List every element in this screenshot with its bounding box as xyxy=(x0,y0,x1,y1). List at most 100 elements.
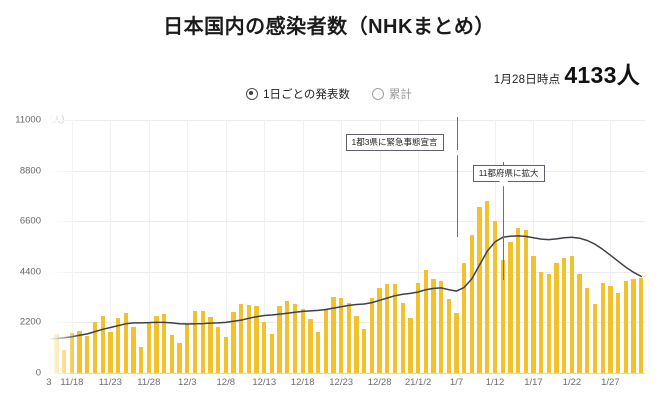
bar xyxy=(277,306,282,373)
bar xyxy=(392,284,398,373)
bar xyxy=(177,343,182,373)
bar xyxy=(492,221,498,373)
bar xyxy=(362,329,367,373)
vertical-gridline xyxy=(187,120,189,373)
bar xyxy=(308,318,313,373)
bar xyxy=(454,313,459,373)
x-axis-tick-label: 11/28 xyxy=(137,377,161,388)
x-axis-tick-label: 1/17 xyxy=(524,377,543,388)
bar xyxy=(469,235,475,373)
gridline xyxy=(45,170,645,172)
bar xyxy=(208,317,213,373)
bar xyxy=(531,255,536,373)
annotation-callout: 1都3県に緊急事態宣言 xyxy=(345,134,463,156)
bar xyxy=(408,317,413,373)
bar xyxy=(615,292,621,373)
x-axis-tick-label: 3 xyxy=(46,377,52,388)
bar xyxy=(508,241,513,373)
as-of-value: 4133人 xyxy=(564,62,640,88)
x-axis-tick-label: 11/18 xyxy=(60,377,84,388)
gridline xyxy=(45,221,645,223)
gridline xyxy=(45,120,645,121)
gridline xyxy=(45,373,645,374)
bar xyxy=(185,322,190,373)
bar xyxy=(546,274,551,373)
bar xyxy=(585,287,590,373)
radio-cumulative[interactable]: 累計 xyxy=(371,86,412,102)
bar xyxy=(131,327,136,373)
x-axis-tick-label: 12/8 xyxy=(216,377,236,388)
bar xyxy=(377,287,382,373)
annotation-callout: 11都府県に拡大 xyxy=(472,165,545,187)
x-axis-tick-label: 12/18 xyxy=(290,377,315,388)
radio-unselected-icon[interactable] xyxy=(371,88,384,100)
radio-daily-cases[interactable]: 1日ごとの発表数 xyxy=(246,86,350,102)
bar xyxy=(200,310,205,373)
bar xyxy=(300,308,305,373)
gridline xyxy=(45,271,645,273)
y-axis-tick-label: 8800 xyxy=(19,165,41,177)
x-axis-tick-label: 1/27 xyxy=(601,377,620,388)
bar xyxy=(339,297,344,373)
vertical-gridline xyxy=(533,120,535,373)
bar xyxy=(539,271,544,373)
bar xyxy=(154,315,159,373)
bar xyxy=(477,207,482,373)
bar xyxy=(92,322,98,373)
y-axis-tick-label: 0 xyxy=(35,367,41,379)
radio-daily-cases-label: 1日ごとの発表数 xyxy=(263,89,350,101)
bar xyxy=(600,283,605,373)
bar xyxy=(515,228,521,373)
bar xyxy=(623,281,628,373)
x-axis-tick-label: 11/23 xyxy=(98,377,122,388)
y-axis-tick-label: 6600 xyxy=(19,215,41,227)
bar xyxy=(192,311,198,373)
bar xyxy=(77,331,82,373)
radio-cumulative-label: 累計 xyxy=(388,89,412,101)
x-axis-tick-label: 1/12 xyxy=(485,377,505,388)
vertical-gridline xyxy=(148,120,150,373)
bar xyxy=(146,321,151,373)
bar xyxy=(108,331,113,373)
bar xyxy=(369,298,375,373)
as-of-summary: 1月28日時点 4133人 xyxy=(494,56,640,90)
bar xyxy=(500,260,505,373)
vertical-gridline xyxy=(571,120,573,373)
x-axis-tick-label: 21/1/2 xyxy=(404,377,432,388)
bar xyxy=(85,336,90,373)
bar xyxy=(554,262,559,373)
bar xyxy=(446,299,451,373)
bar xyxy=(331,297,336,373)
bar xyxy=(562,258,567,373)
bar xyxy=(608,285,613,373)
x-axis-tick-label: 1/22 xyxy=(562,377,582,388)
vertical-gridline xyxy=(341,120,343,373)
bar xyxy=(415,283,421,373)
bar xyxy=(354,315,359,373)
bar xyxy=(385,284,390,373)
as-of-label: 1月28日時点 xyxy=(493,74,561,86)
bar xyxy=(262,322,267,373)
x-axis-tick-label: 12/23 xyxy=(329,377,354,388)
bar xyxy=(239,304,244,373)
bar xyxy=(269,333,275,373)
vertical-gridline xyxy=(225,120,227,373)
bar xyxy=(423,269,428,373)
series-toggle-group: 1日ごとの発表数 累計 xyxy=(0,86,658,102)
vertical-gridline xyxy=(379,120,381,373)
vertical-gridline xyxy=(302,120,304,373)
annotation-marker-line xyxy=(456,117,458,237)
bar xyxy=(285,301,290,373)
radio-selected-icon[interactable] xyxy=(246,88,259,100)
bar xyxy=(439,281,444,373)
gridline xyxy=(45,322,645,324)
bar xyxy=(592,304,598,373)
vertical-gridline xyxy=(456,120,458,373)
x-axis-tick-label: 12/3 xyxy=(178,377,197,388)
bar xyxy=(292,304,298,373)
bar xyxy=(523,230,528,373)
callout-tail xyxy=(498,180,509,187)
bar-series xyxy=(45,120,645,373)
vertical-gridline xyxy=(610,120,612,373)
